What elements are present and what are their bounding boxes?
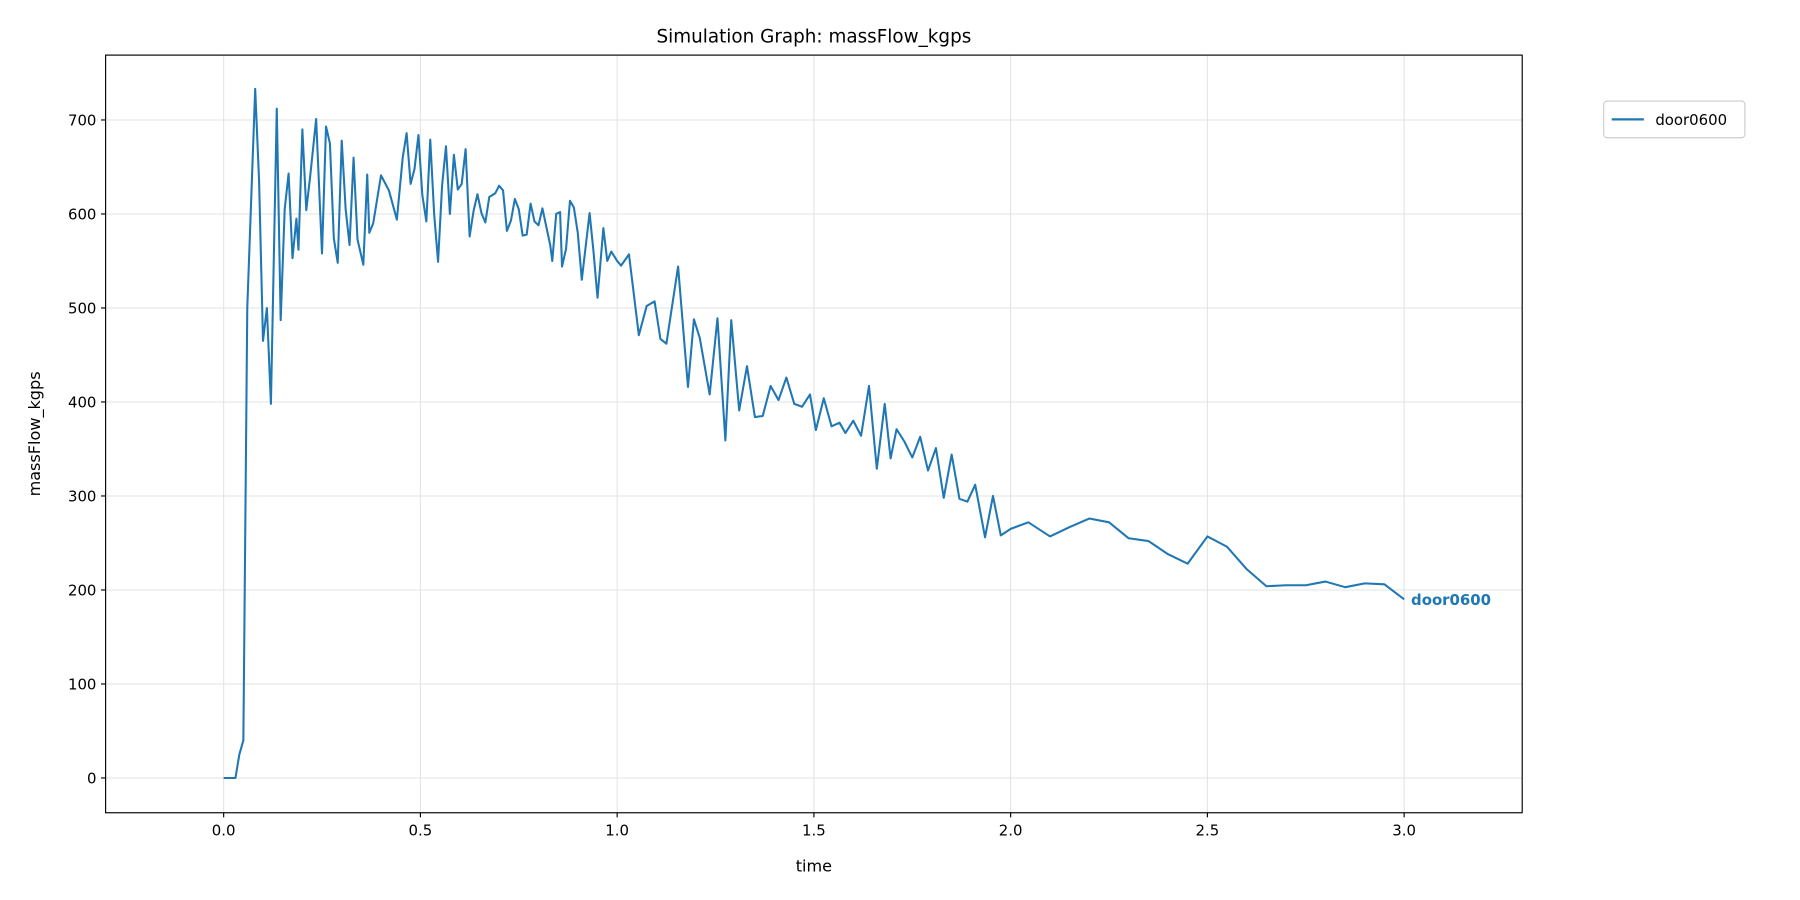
legend-box — [1603, 100, 1746, 139]
y-tick-label: 100 — [68, 676, 96, 694]
y-axis-ticks: 0 100 200 300 400 500 600 700 — [68, 112, 106, 788]
y-tick-label: 600 — [68, 206, 96, 224]
legend-label-door0600: door0600 — [1655, 111, 1727, 129]
y-tick-label: 500 — [68, 300, 96, 318]
x-tick-label: 2.0 — [999, 822, 1023, 840]
series-line-door0600 — [223, 87, 1405, 780]
x-axis-label: time — [796, 856, 832, 875]
x-tick-label: 0.0 — [212, 822, 236, 840]
y-tick-label: 200 — [68, 582, 96, 600]
x-tick-label: 3.0 — [1392, 822, 1416, 840]
y-tick-label: 400 — [68, 394, 96, 412]
legend: door0600 — [1603, 100, 1746, 139]
plot-frame — [105, 54, 1523, 814]
y-axis-label: massFlow_kgps — [25, 371, 45, 496]
end-label-door0600: door0600 — [1411, 591, 1491, 609]
gridlines — [105, 55, 1523, 813]
chart-title: Simulation Graph: massFlow_kgps — [656, 26, 971, 47]
series-group: door0600 — [223, 87, 1491, 780]
x-tick-label: 1.0 — [605, 822, 629, 840]
x-tick-label: 2.5 — [1196, 822, 1220, 840]
y-tick-label: 0 — [87, 770, 96, 788]
x-tick-label: 1.5 — [802, 822, 826, 840]
x-tick-label: 0.5 — [409, 822, 433, 840]
x-axis-ticks: 0.0 0.5 1.0 1.5 2.0 2.5 3.0 — [212, 812, 1416, 840]
y-tick-label: 300 — [68, 488, 96, 506]
y-tick-label: 700 — [68, 112, 96, 130]
